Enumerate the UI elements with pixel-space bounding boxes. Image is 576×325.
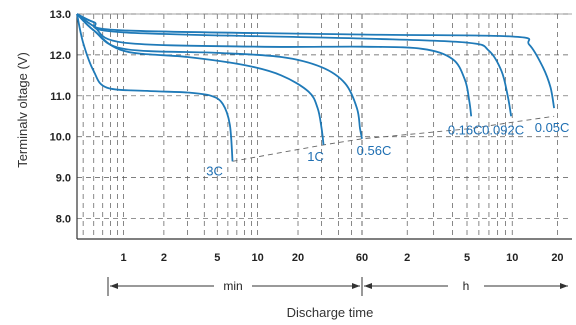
series-label: 3C (206, 163, 223, 178)
band-min-label: min (223, 279, 242, 293)
y-tick-label: 10.0 (50, 132, 71, 144)
y-axis-title: Terminalv oltage (V) (15, 52, 30, 168)
series-line (76, 13, 512, 117)
series-label: 0.56C (357, 143, 392, 158)
series-label: 0.16C (448, 122, 483, 137)
x-tick-label-min: 1 (120, 252, 126, 264)
x-tick-label-min: 20 (292, 252, 304, 264)
series-line (76, 13, 555, 109)
x-tick-label-min: 60 (356, 252, 368, 264)
x-tick-label-h: 10 (506, 252, 518, 264)
series-line (76, 13, 473, 117)
band-h-arrowhead-right (560, 283, 568, 289)
series-line (76, 13, 363, 139)
x-tick-label-min: 10 (252, 252, 264, 264)
y-tick-label: 9.0 (56, 173, 71, 185)
band-min-arrowhead-left (110, 283, 118, 289)
x-axis-title: Discharge time (287, 305, 374, 320)
series-line (76, 13, 234, 162)
y-tick-label: 13.0 (50, 9, 71, 21)
y-tick-label: 11.0 (50, 91, 71, 103)
x-tick-label-min: 2 (161, 252, 167, 264)
x-tick-label-h: 20 (551, 252, 563, 264)
cutoff-line-layer (232, 115, 555, 162)
plot-frame (76, 13, 572, 240)
series-layer (76, 13, 555, 162)
series-label: 0.092C (482, 122, 524, 137)
x-tick-label-h: 2 (404, 252, 410, 264)
series-label: 0.05C (535, 120, 570, 135)
y-tick-label: 12.0 (50, 50, 71, 62)
label-layer: 3C 1C 0.56C 0.16C 0.092C 0.05C (206, 120, 569, 178)
band-h: h (364, 279, 568, 293)
y-tick-label: 8.0 (56, 214, 71, 226)
x-tick-label-min: 5 (214, 252, 220, 264)
band-min-arrowhead-right (352, 283, 360, 289)
band-h-label: h (463, 279, 470, 293)
cutoff-voltage-line (232, 115, 555, 162)
series-label: 1C (307, 149, 324, 164)
tick-layer: 13.0 12.0 11.0 10.0 9.0 8.0 1 2 5 10 20 60 2 5 10 20 (50, 9, 564, 264)
band-h-arrowhead-left (364, 283, 372, 289)
band-min: min (107, 277, 363, 296)
x-tick-label-h: 5 (464, 252, 470, 264)
